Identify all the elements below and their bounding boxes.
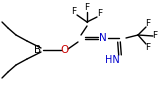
Text: HN: HN	[105, 55, 119, 65]
Text: F: F	[71, 8, 77, 17]
Text: O: O	[61, 45, 69, 55]
Text: B: B	[34, 45, 42, 55]
Text: F: F	[97, 9, 103, 19]
Text: F: F	[145, 19, 151, 28]
Text: F: F	[145, 42, 151, 52]
Text: N: N	[99, 33, 107, 43]
Text: F: F	[152, 31, 158, 41]
Text: F: F	[84, 3, 89, 13]
